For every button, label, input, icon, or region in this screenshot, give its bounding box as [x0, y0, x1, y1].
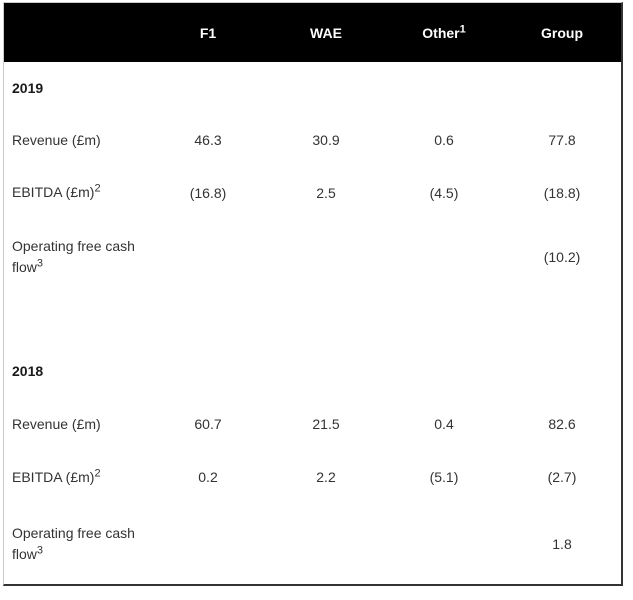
- cell-ebitda-group: (2.7): [547, 469, 577, 485]
- spacer-row: [4, 295, 621, 345]
- column-header-other: Other1: [385, 3, 503, 62]
- cell-opfcf-wae: [267, 504, 385, 584]
- row-label-revenue: Revenue (£m): [12, 131, 101, 148]
- column-header-empty: [4, 3, 149, 62]
- row-label-opfcf: Operating free cash flow3: [12, 238, 135, 275]
- cell-opfcf-other: [385, 219, 503, 295]
- cell-revenue-other: 0.6: [434, 132, 454, 148]
- cell-ebitda-group: (18.8): [543, 184, 581, 201]
- cell-opfcf-group: (10.2): [543, 249, 581, 265]
- cell-revenue-wae: 30.9: [312, 132, 340, 148]
- revenue-row-2018: Revenue (£m) 60.7 21.5 0.4 82.6: [4, 398, 621, 450]
- cell-opfcf-f1: [149, 504, 267, 584]
- column-header-wae: WAE: [310, 24, 342, 41]
- column-header-other-label: Other: [422, 24, 460, 41]
- cell-ebitda-f1: 0.2: [198, 469, 218, 485]
- cell-opfcf-f1: [149, 219, 267, 295]
- row-label-opfcf: Operating free cash flow3: [12, 525, 135, 562]
- footnote-marker-3: 3: [36, 257, 44, 270]
- cell-revenue-f1: 60.7: [194, 416, 222, 432]
- ebitda-row-2019: EBITDA (£m)2 (16.8) 2.5 (4.5) (18.8): [4, 166, 621, 219]
- footnote-marker-3: 3: [36, 544, 44, 557]
- year-label: 2019: [12, 79, 44, 96]
- table-header-row: F1 WAE Other1 Group: [4, 3, 621, 62]
- cell-ebitda-f1: (16.8): [189, 184, 227, 201]
- cell-opfcf-group: 1.8: [552, 536, 572, 552]
- column-header-group: Group: [541, 24, 583, 41]
- footnote-marker-1: 1: [459, 22, 466, 35]
- row-label-revenue: Revenue (£m): [12, 415, 101, 432]
- footnote-marker-2: 2: [94, 466, 101, 479]
- opfcf-row-2018: Operating free cash flow3 1.8: [4, 504, 621, 584]
- cell-revenue-group: 77.8: [548, 132, 576, 148]
- footnote-marker-2: 2: [94, 182, 101, 195]
- year-row-2019: 2019: [4, 62, 621, 114]
- cell-ebitda-other: (4.5): [429, 184, 459, 201]
- revenue-row-2019: Revenue (£m) 46.3 30.9 0.6 77.8: [4, 114, 621, 166]
- cell-ebitda-wae: 2.5: [316, 184, 336, 201]
- year-label: 2018: [12, 363, 44, 379]
- cell-revenue-wae: 21.5: [312, 416, 340, 432]
- cell-revenue-other: 0.4: [434, 416, 454, 432]
- cell-revenue-f1: 46.3: [194, 132, 222, 148]
- ebitda-row-2018: EBITDA (£m)2 0.2 2.2 (5.1) (2.7): [4, 450, 621, 504]
- year-row-2018: 2018: [4, 345, 621, 398]
- cell-opfcf-wae: [267, 219, 385, 295]
- cell-ebitda-other: (5.1): [429, 469, 459, 485]
- cell-ebitda-wae: 2.2: [316, 469, 336, 485]
- row-label-ebitda: EBITDA (£m)2: [12, 182, 101, 200]
- segment-results-table: F1 WAE Other1 Group 2019 Revenue (£m) 46…: [4, 3, 621, 584]
- financial-results-table: F1 WAE Other1 Group 2019 Revenue (£m) 46…: [3, 2, 623, 586]
- cell-revenue-group: 82.6: [548, 416, 576, 432]
- row-label-ebitda: EBITDA (£m)2: [12, 466, 101, 485]
- cell-opfcf-other: [385, 504, 503, 584]
- opfcf-row-2019: Operating free cash flow3 (10.2): [4, 219, 621, 295]
- column-header-f1: F1: [199, 24, 217, 41]
